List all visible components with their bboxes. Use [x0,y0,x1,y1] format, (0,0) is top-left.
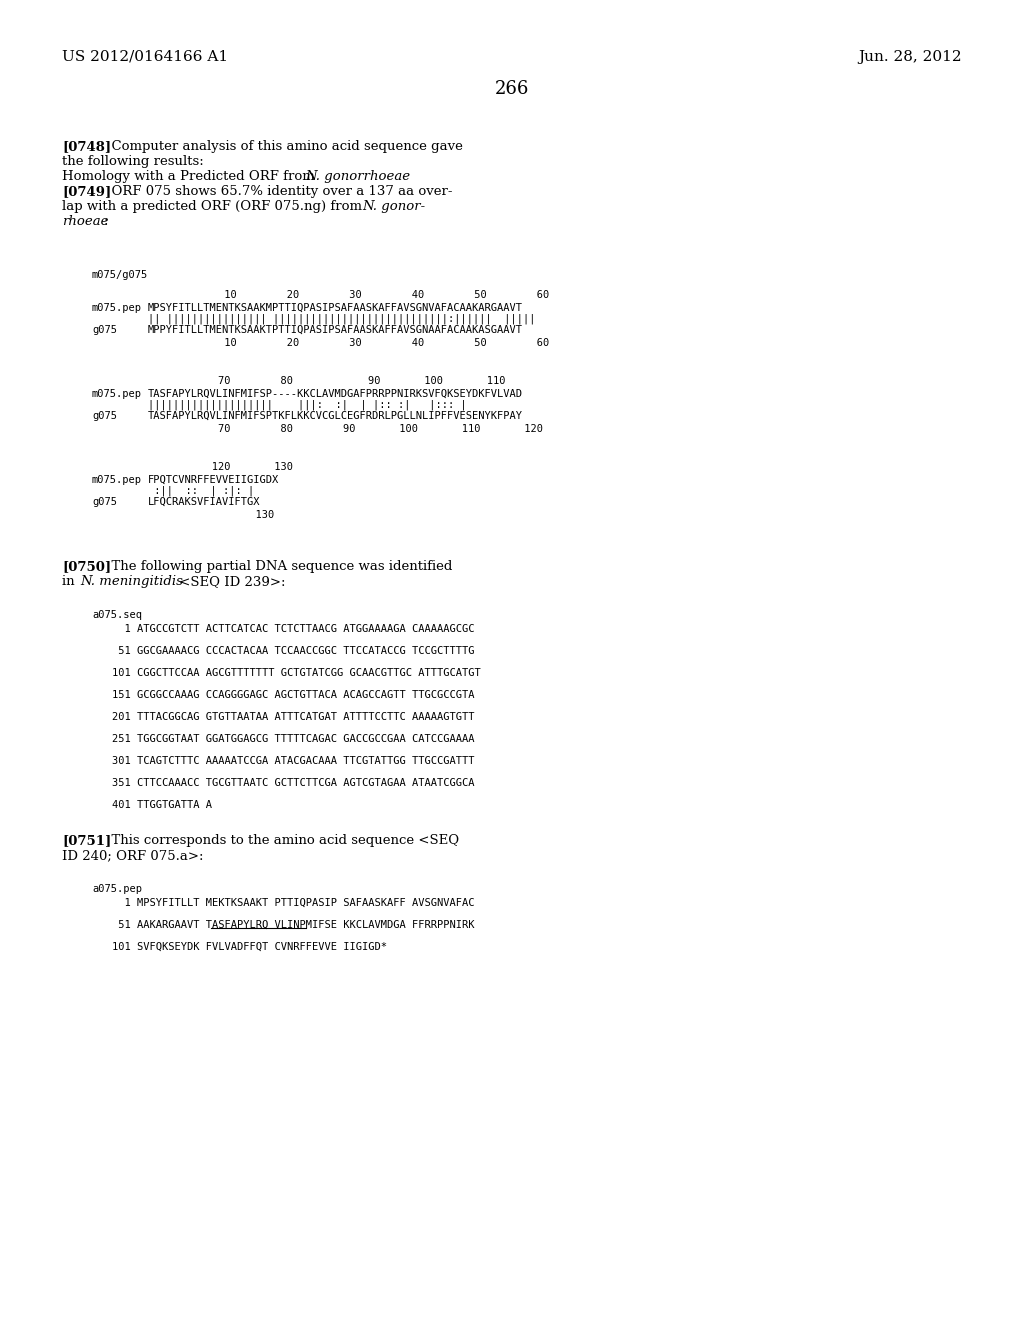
Text: 1 ATGCCGTCTT ACTTCATCAC TCTCTTAACG ATGGAAAAGA CAAAAAGCGC: 1 ATGCCGTCTT ACTTCATCAC TCTCTTAACG ATGGA… [112,624,474,634]
Text: <SEQ ID 239>:: <SEQ ID 239>: [175,576,286,587]
Text: 101 SVFQKSEYDK FVLVADFFQT CVNRFFEVVE IIGIGD*: 101 SVFQKSEYDK FVLVADFFQT CVNRFFEVVE IIG… [112,942,387,952]
Text: 51 GGCGAAAACG CCCACTACAA TCCAACCGGC TTCCATACCG TCCGCTTTTG: 51 GGCGAAAACG CCCACTACAA TCCAACCGGC TTCC… [112,645,474,656]
Text: 10        20        30        40        50        60: 10 20 30 40 50 60 [168,338,549,348]
Text: [0748]: [0748] [62,140,112,153]
Text: [0749]: [0749] [62,185,112,198]
Text: ID 240; ORF 075.a>:: ID 240; ORF 075.a>: [62,849,204,862]
Text: g075: g075 [92,325,117,335]
Text: This corresponds to the amino acid sequence <SEQ: This corresponds to the amino acid seque… [103,834,459,847]
Text: N. gonor-: N. gonor- [362,201,425,213]
Text: 151 GCGGCCAAAG CCAGGGGAGC AGCTGTTACA ACAGCCAGTT TTGCGCCGTA: 151 GCGGCCAAAG CCAGGGGAGC AGCTGTTACA ACA… [112,690,474,700]
Text: m075.pep: m075.pep [92,304,142,313]
Text: Homology with a Predicted ORF from: Homology with a Predicted ORF from [62,170,319,183]
Text: 130: 130 [168,510,274,520]
Text: [0751]: [0751] [62,834,112,847]
Text: 10        20        30        40        50        60: 10 20 30 40 50 60 [168,290,549,300]
Text: TASFAPYLRQVLINFMIFSPTKFLKKCVCGLCEGFRDRLPGLLNLIPFFVESENYKFPAY: TASFAPYLRQVLINFMIFSPTKFLKKCVCGLCEGFRDRLP… [148,411,523,421]
Text: 70        80        90       100       110       120: 70 80 90 100 110 120 [168,424,543,434]
Text: a075.seq: a075.seq [92,610,142,620]
Text: g075: g075 [92,498,117,507]
Text: 251 TGGCGGTAAT GGATGGAGCG TTTTTCAGAC GACCGCCGAA CATCCGAAAA: 251 TGGCGGTAAT GGATGGAGCG TTTTTCAGAC GAC… [112,734,474,744]
Text: 301 TCAGTCTTTC AAAAATCCGA ATACGACAAA TTCGTATTGG TTGCCGATTT: 301 TCAGTCTTTC AAAAATCCGA ATACGACAAA TTC… [112,756,474,766]
Text: a075.pep: a075.pep [92,884,142,894]
Text: 401 TTGGTGATTA A: 401 TTGGTGATTA A [112,800,212,810]
Text: [0750]: [0750] [62,560,112,573]
Text: ||||||||||||||||||||    |||:  :|  | |:: :|   |::: |: |||||||||||||||||||| |||: :| | |:: :| |:… [148,400,467,411]
Text: in: in [62,576,79,587]
Text: MPSYFITLLTMENTKSAAKMPTTIQPASIPSAFAASKAFFAVSGNVAFACAAKARGAAVT: MPSYFITLLTMENTKSAAKMPTTIQPASIPSAFAASKAFF… [148,304,523,313]
Text: || |||||||||||||||| ||||||||||||||||||||||||||||:||||||  |||||: || |||||||||||||||| ||||||||||||||||||||… [148,314,536,325]
Text: the following results:: the following results: [62,154,204,168]
Text: TASFAPYLRQVLINFMIFSP----KKCLAVMDGAFPRRPPNIRKSVFQKSEYDKFVLVAD: TASFAPYLRQVLINFMIFSP----KKCLAVMDGAFPRRPP… [148,389,523,399]
Text: The following partial DNA sequence was identified: The following partial DNA sequence was i… [103,560,453,573]
Text: US 2012/0164166 A1: US 2012/0164166 A1 [62,50,228,63]
Text: lap with a predicted ORF (ORF 075.ng) from: lap with a predicted ORF (ORF 075.ng) fr… [62,201,367,213]
Text: g075: g075 [92,411,117,421]
Text: :: : [104,215,109,228]
Text: :||  ::  | :|: |: :|| :: | :|: | [148,486,254,496]
Text: FPQTCVNRFFEVVEIIGIGDX: FPQTCVNRFFEVVEIIGIGDX [148,475,280,484]
Text: 266: 266 [495,81,529,98]
Text: 51 AAKARGAAVT TASFAPYLRQ VLINPMIFSE KKCLAVMDGA FFRRPPNIRK: 51 AAKARGAAVT TASFAPYLRQ VLINPMIFSE KKCL… [112,920,474,931]
Text: m075.pep: m075.pep [92,389,142,399]
Text: ORF 075 shows 65.7% identity over a 137 aa over-: ORF 075 shows 65.7% identity over a 137 … [103,185,453,198]
Text: 201 TTTACGGCAG GTGTTAATAA ATTTCATGAT ATTTTCCTTC AAAAAGTGTT: 201 TTTACGGCAG GTGTTAATAA ATTTCATGAT ATT… [112,711,474,722]
Text: N. gonorrhoeae: N. gonorrhoeae [305,170,411,183]
Text: 1 MPSYFITLLT MEKTKSAAKT PTTIQPASIP SAFAASKAFF AVSGNVAFAC: 1 MPSYFITLLT MEKTKSAAKT PTTIQPASIP SAFAA… [112,898,474,908]
Text: N. meningitidis: N. meningitidis [80,576,183,587]
Text: MPPYFITLLTMENTKSAAKTPTTIQPASIPSAFAASKAFFAVSGNAAFACAAKASGAAVT: MPPYFITLLTMENTKSAAKTPTTIQPASIPSAFAASKAFF… [148,325,523,335]
Text: m075.pep: m075.pep [92,475,142,484]
Text: rhoeae: rhoeae [62,215,109,228]
Text: 101 CGGCTTCCAA AGCGTTTTTTT GCTGTATCGG GCAACGTTGC ATTTGCATGT: 101 CGGCTTCCAA AGCGTTTTTTT GCTGTATCGG GC… [112,668,480,678]
Text: LFQCRAKSVFIAVIFTGX: LFQCRAKSVFIAVIFTGX [148,498,260,507]
Text: 120       130: 120 130 [168,462,293,473]
Text: 70        80            90       100       110: 70 80 90 100 110 [168,376,506,385]
Text: m075/g075: m075/g075 [92,271,148,280]
Text: 351 CTTCCAAACC TGCGTTAATC GCTTCTTCGA AGTCGTAGAA ATAATCGGCA: 351 CTTCCAAACC TGCGTTAATC GCTTCTTCGA AGT… [112,777,474,788]
Text: Jun. 28, 2012: Jun. 28, 2012 [858,50,962,63]
Text: Computer analysis of this amino acid sequence gave: Computer analysis of this amino acid seq… [103,140,463,153]
